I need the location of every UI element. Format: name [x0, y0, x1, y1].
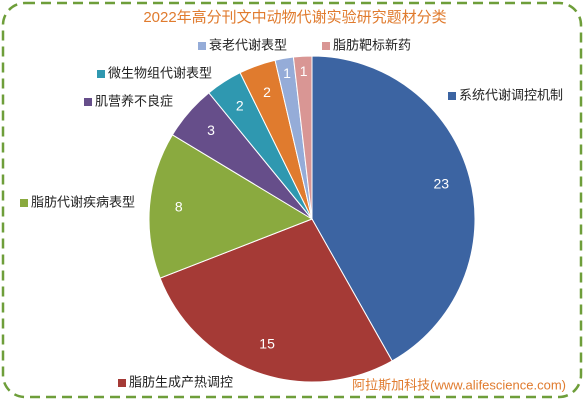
chart-title: 2022年高分刊文中动物代谢实验研究题材分类 [143, 9, 446, 26]
data-label: 2 [263, 84, 271, 100]
data-label: 1 [283, 65, 291, 81]
pie-slice [311, 55, 476, 362]
data-label: 1 [300, 63, 308, 79]
legend-swatch [97, 70, 105, 78]
legend-label: 脂肪生成产热调控 [129, 374, 233, 389]
legend-label: 衰老代谢表型 [209, 37, 287, 52]
legend-label: 脂肪靶标新药 [333, 37, 411, 52]
legend-label: 微生物组代谢表型 [108, 65, 212, 80]
legend-label: 脂肪代谢疾病表型 [31, 194, 135, 209]
legend-swatch [118, 379, 126, 387]
pie-slice [292, 55, 313, 220]
legend-label: 肌营养不良症 [95, 93, 173, 108]
data-label: 2 [236, 97, 244, 113]
pie-slice [148, 134, 314, 279]
data-label: 3 [207, 122, 215, 138]
legend-swatch [322, 42, 330, 50]
legend-swatch [198, 42, 206, 50]
legend-label: 系统代谢调控机制 [459, 87, 563, 102]
annotation: 阿拉斯加科技(www.alifescience.com) [352, 377, 566, 392]
data-label: 8 [175, 198, 183, 214]
legend-swatch [448, 92, 456, 100]
legend-swatch [84, 98, 92, 106]
pie-slice [159, 218, 393, 383]
legend-swatch [20, 199, 28, 207]
data-label: 23 [433, 176, 449, 192]
data-label: 15 [259, 336, 275, 352]
